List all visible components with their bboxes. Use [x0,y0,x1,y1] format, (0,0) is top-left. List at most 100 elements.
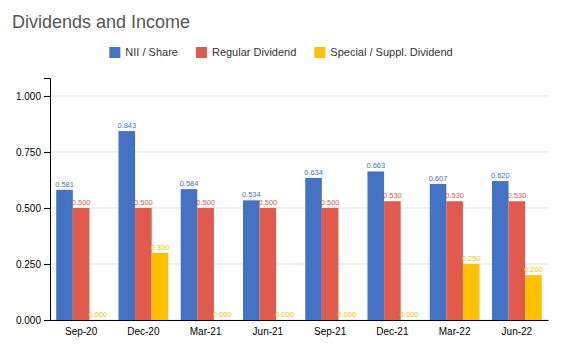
bar [446,201,463,320]
bar [243,200,260,320]
x-tick: Dec-20 [127,326,160,337]
legend-label: NII / Share [125,46,178,58]
bar [56,190,73,320]
data-label: 0.000 [275,310,294,319]
data-label: 0.584 [180,179,199,188]
y-tick: 0.000 [16,315,50,326]
x-tick-label: Jun-21 [253,326,284,337]
x-tick-label: Dec-20 [127,326,160,337]
y-tick-mark [44,96,50,97]
data-label: 0.000 [88,310,107,319]
legend: NII / Share Regular Dividend Special / Sup… [109,46,452,58]
y-tick: 0.750 [16,147,50,158]
y-axis-line [44,79,51,321]
title: Dividends and Income [12,12,190,32]
legend-label: Regular Dividend [212,46,296,58]
data-label: 0.250 [462,254,481,263]
x-tick-label: Sep-20 [65,326,98,337]
data-label: 0.634 [304,168,323,177]
data-label: 0.000 [213,310,232,319]
data-label: 0.530 [445,191,464,200]
legend-swatch [314,47,325,58]
y-tick-label: 0.750 [16,147,41,158]
y-tick-label: 0.000 [16,315,41,326]
series-bars [73,201,525,320]
series-bars [152,253,542,320]
legend-item: Regular Dividend [196,46,296,58]
bar [152,253,169,320]
data-label: 0.530 [507,191,526,200]
x-tick: Sep-21 [314,326,347,337]
data-label: 0.843 [117,121,136,130]
x-axis-line [51,320,549,321]
x-tick: Jun-21 [253,326,284,337]
x-tick-label: Sep-21 [314,326,347,337]
y-tick-mark [44,320,50,321]
data-label: 0.000 [337,310,356,319]
bar [322,208,339,320]
data-label: 0.663 [366,161,385,170]
plot: 0.000 0.250 0.500 0.750 1.000 Sep-20 Dec-20 Mar… [16,79,549,338]
bar [509,201,526,320]
bar [214,320,231,321]
series-bars [56,131,508,320]
data-labels: 0.5810.8430.5840.5340.6340.6630.6070.620… [55,121,543,319]
bar [367,171,384,320]
y-axis: 0.000 0.250 0.500 0.750 1.000 [16,79,51,326]
data-label: 0.500 [196,198,215,207]
data-label: 0.620 [491,171,510,180]
y-tick-mark [44,208,50,209]
data-label: 0.300 [151,243,170,252]
x-axis: Sep-20 Dec-20 Mar-21 Jun-21 Sep-21 Dec-21 Mar-… [51,321,549,338]
bars [56,131,542,320]
x-tick: Sep-20 [65,326,98,337]
legend-item: NII / Share [109,46,178,58]
x-tick-label: Mar-21 [190,326,222,337]
legend-swatch [196,47,207,58]
y-tick: 0.500 [16,203,50,214]
data-label: 0.500 [258,198,277,207]
bar [276,320,293,321]
data-label: 0.607 [429,174,448,183]
y-tick-mark [44,152,50,153]
y-tick-label: 0.250 [16,259,41,270]
data-label: 0.581 [55,180,74,189]
bar [384,201,401,320]
bar [118,131,135,320]
bar [73,208,90,320]
chart: Dividends and Income 0.000 0.250 0.500 0.750… [0,0,562,350]
bar [338,320,355,321]
legend-swatch [109,47,120,58]
x-tick-label: Mar-22 [439,326,471,337]
bar [260,208,277,320]
y-tick-label: 0.500 [16,203,41,214]
bar [135,208,152,320]
data-label: 0.530 [383,191,402,200]
bar [305,178,322,320]
data-label: 0.200 [524,265,543,274]
bar [181,189,198,320]
x-tick: Mar-21 [190,326,222,337]
bar [430,184,447,320]
bar [401,320,418,321]
bar [463,264,480,320]
legend-label: Special / Suppl. Dividend [330,46,452,58]
legend-item: Special / Suppl. Dividend [314,46,452,58]
x-tick: Mar-22 [439,326,471,337]
data-label: 0.500 [134,198,153,207]
y-tick: 0.250 [16,259,50,270]
bar [197,208,214,320]
data-label: 0.500 [321,198,340,207]
y-tick: 1.000 [16,91,50,102]
bar [89,320,106,321]
y-tick-mark [44,264,50,265]
bar [525,275,542,320]
x-tick: Dec-21 [376,326,409,337]
data-label: 0.500 [72,198,91,207]
x-tick-label: Dec-21 [376,326,409,337]
bar [492,181,509,320]
data-label: 0.000 [400,310,419,319]
x-tick-label: Jun-22 [502,326,533,337]
y-tick-label: 1.000 [16,91,41,102]
x-tick: Jun-22 [502,326,533,337]
